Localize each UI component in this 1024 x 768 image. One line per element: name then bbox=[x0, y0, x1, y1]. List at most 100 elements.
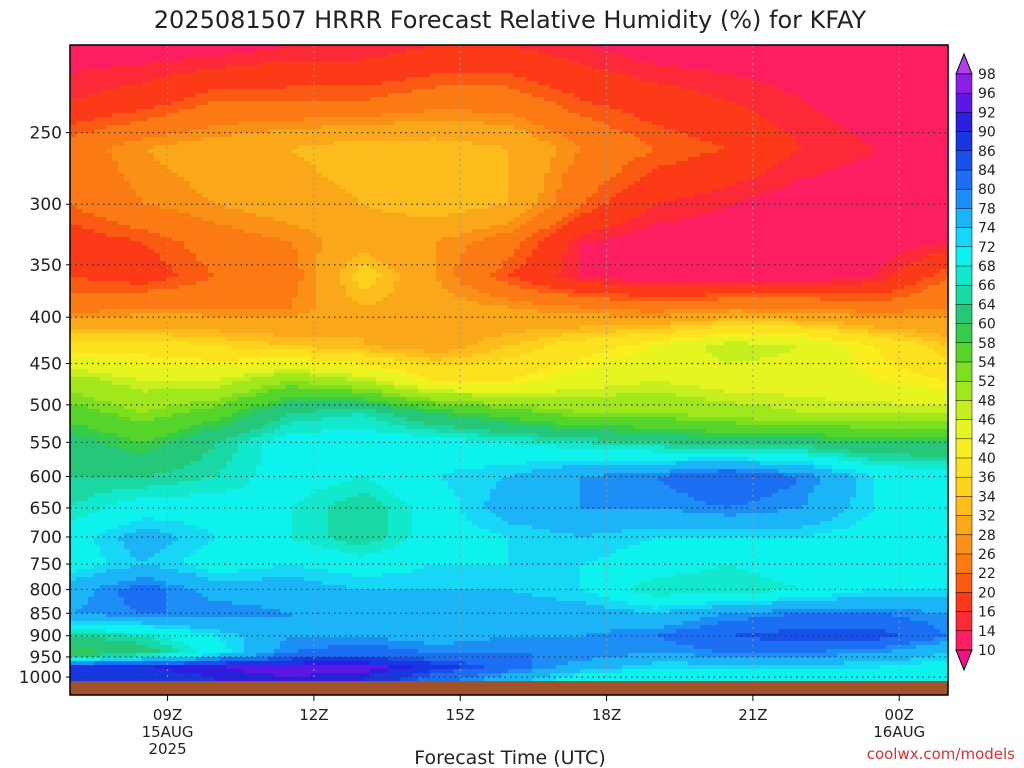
heatmap-cell bbox=[232, 293, 239, 298]
heatmap-cell bbox=[160, 349, 167, 354]
heatmap-cell bbox=[220, 641, 227, 646]
heatmap-cell bbox=[118, 613, 125, 618]
heatmap-cell bbox=[244, 345, 251, 350]
heatmap-cell bbox=[238, 661, 245, 666]
heatmap-cell bbox=[244, 485, 251, 490]
heatmap-cell bbox=[88, 73, 95, 78]
heatmap-cell bbox=[202, 437, 209, 442]
heatmap-cell bbox=[118, 453, 125, 458]
heatmap-cell bbox=[136, 277, 143, 282]
heatmap-cell bbox=[178, 553, 185, 558]
heatmap-cell bbox=[112, 377, 119, 382]
heatmap-cell bbox=[232, 673, 239, 678]
heatmap-cell bbox=[232, 329, 239, 334]
heatmap-cell bbox=[148, 413, 155, 418]
heatmap-cell bbox=[136, 125, 143, 130]
heatmap-cell bbox=[166, 273, 173, 278]
heatmap-cell bbox=[208, 221, 215, 226]
heatmap-cell bbox=[130, 649, 137, 654]
heatmap-cell bbox=[82, 49, 89, 54]
heatmap-cell bbox=[238, 89, 245, 94]
heatmap-cell bbox=[136, 225, 143, 230]
heatmap-cell bbox=[106, 545, 113, 550]
heatmap-cell bbox=[184, 473, 191, 478]
heatmap-cell bbox=[244, 73, 251, 78]
heatmap-cell bbox=[166, 341, 173, 346]
heatmap-cell bbox=[70, 421, 77, 426]
heatmap-cell bbox=[112, 413, 119, 418]
heatmap-cell bbox=[202, 385, 209, 390]
heatmap-cell bbox=[256, 285, 263, 290]
heatmap-cell bbox=[166, 581, 173, 586]
heatmap-cell bbox=[256, 161, 263, 166]
heatmap-cell bbox=[106, 457, 113, 462]
heatmap-cell bbox=[232, 577, 239, 582]
heatmap-cell bbox=[130, 581, 137, 586]
heatmap-cell bbox=[136, 625, 143, 630]
heatmap-cell bbox=[220, 121, 227, 126]
heatmap-cell bbox=[142, 69, 149, 74]
heatmap-cell bbox=[238, 73, 245, 78]
heatmap-cell bbox=[130, 657, 137, 662]
heatmap-cell bbox=[238, 373, 245, 378]
heatmap-cell bbox=[196, 89, 203, 94]
heatmap-cell bbox=[154, 109, 161, 114]
heatmap-cell bbox=[250, 677, 257, 682]
heatmap-cell bbox=[154, 253, 161, 258]
heatmap-cell bbox=[256, 89, 263, 94]
heatmap-cell bbox=[106, 397, 113, 402]
heatmap-cell bbox=[208, 333, 215, 338]
heatmap-cell bbox=[148, 625, 155, 630]
heatmap-cell bbox=[94, 509, 101, 514]
heatmap-cell bbox=[88, 89, 95, 94]
heatmap-cell bbox=[142, 437, 149, 442]
heatmap-cell bbox=[190, 377, 197, 382]
heatmap-cell bbox=[232, 241, 239, 246]
heatmap-cell bbox=[244, 629, 251, 634]
heatmap-cell bbox=[82, 605, 89, 610]
heatmap-cell bbox=[214, 185, 221, 190]
heatmap-cell bbox=[112, 57, 119, 62]
heatmap-cell bbox=[76, 505, 83, 510]
heatmap-cell bbox=[190, 321, 197, 326]
heatmap-cell bbox=[166, 281, 173, 286]
heatmap-cell bbox=[220, 257, 227, 262]
heatmap-cell bbox=[220, 93, 227, 98]
heatmap-cell bbox=[172, 225, 179, 230]
heatmap-cell bbox=[214, 561, 221, 566]
heatmap-cell bbox=[184, 517, 191, 522]
heatmap-cell bbox=[190, 629, 197, 634]
heatmap-cell bbox=[70, 449, 77, 454]
heatmap-cell bbox=[166, 585, 173, 590]
heatmap-cell bbox=[256, 177, 263, 182]
heatmap-cell bbox=[94, 553, 101, 558]
heatmap-cell bbox=[178, 417, 185, 422]
heatmap-cell bbox=[244, 557, 251, 562]
heatmap-cell bbox=[82, 457, 89, 462]
heatmap-cell bbox=[100, 461, 107, 466]
heatmap-cell bbox=[76, 181, 83, 186]
heatmap-cell bbox=[70, 649, 77, 654]
heatmap-cell bbox=[244, 401, 251, 406]
heatmap-cell bbox=[94, 77, 101, 82]
heatmap-cell bbox=[118, 469, 125, 474]
heatmap-cell bbox=[220, 645, 227, 650]
heatmap-cell bbox=[124, 97, 131, 102]
heatmap-cell bbox=[160, 653, 167, 658]
heatmap-cell bbox=[148, 197, 155, 202]
heatmap-cell bbox=[214, 481, 221, 486]
heatmap-cell bbox=[178, 657, 185, 662]
heatmap-cell bbox=[160, 81, 167, 86]
heatmap-cell bbox=[232, 521, 239, 526]
heatmap-cell bbox=[196, 353, 203, 358]
heatmap-cell bbox=[106, 137, 113, 142]
heatmap-cell bbox=[178, 565, 185, 570]
heatmap-cell bbox=[172, 621, 179, 626]
heatmap-cell bbox=[196, 465, 203, 470]
heatmap-cell bbox=[136, 209, 143, 214]
heatmap-cell bbox=[244, 309, 251, 314]
heatmap-cell bbox=[256, 225, 263, 230]
heatmap-cell bbox=[94, 449, 101, 454]
heatmap-cell bbox=[148, 373, 155, 378]
